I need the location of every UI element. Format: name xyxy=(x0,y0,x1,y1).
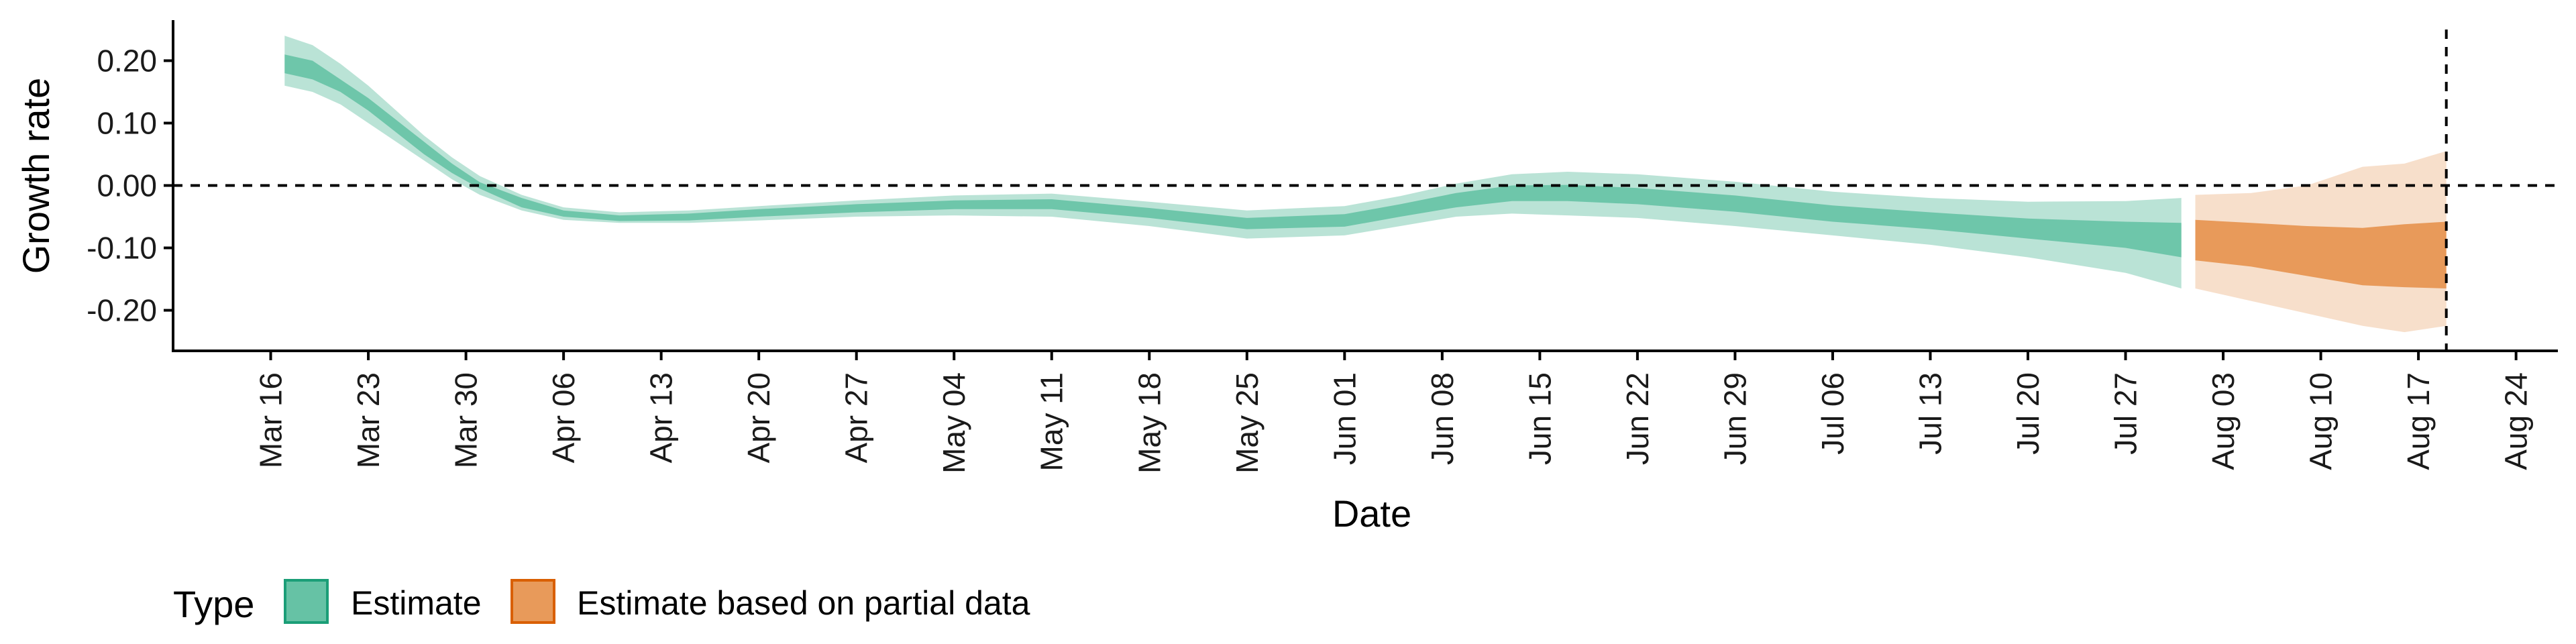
x-tick-label: Aug 10 xyxy=(2304,372,2339,470)
x-tick-label: Apr 06 xyxy=(546,372,581,464)
x-tick-label: Jun 22 xyxy=(1620,372,1655,465)
x-tick-label: Jun 15 xyxy=(1522,372,1557,465)
x-tick-label: May 11 xyxy=(1034,372,1069,471)
y-tick-label: 0.00 xyxy=(97,168,157,203)
x-axis-title: Date xyxy=(1332,492,1411,535)
legend-label-estimate: Estimate xyxy=(351,584,482,622)
legend-swatch-estimate xyxy=(284,579,329,624)
legend-title: Type xyxy=(173,583,254,625)
y-tick-label: 0.20 xyxy=(97,43,157,78)
ribbon-layer xyxy=(284,36,2447,333)
x-tick-label: Mar 30 xyxy=(449,372,484,468)
x-tick-label: Apr 20 xyxy=(741,372,776,464)
x-tick-label: Jul 06 xyxy=(1815,372,1850,455)
x-tick-label: Jul 27 xyxy=(2108,372,2143,455)
band-inner-estimate xyxy=(284,54,2182,258)
legend: Type Estimate Estimate based on partial … xyxy=(173,579,1030,625)
x-tick-label: Aug 03 xyxy=(2206,372,2241,470)
y-axis-ticks: 0.20 0.10 0.00 -0.10 -0.20 xyxy=(87,43,173,328)
x-axis-ticks: Mar 16 Mar 23 Mar 30 Apr 06 Apr 13 Apr 20 Apr … xyxy=(254,351,2534,474)
y-tick-label: 0.10 xyxy=(97,105,157,140)
x-tick-label: May 25 xyxy=(1230,372,1265,474)
band-outer-estimate xyxy=(284,36,2182,289)
x-tick-label: Jun 29 xyxy=(1717,372,1752,465)
legend-label-partial: Estimate based on partial data xyxy=(577,584,1030,622)
x-tick-label: Aug 17 xyxy=(2401,372,2436,470)
x-tick-label: Mar 16 xyxy=(254,372,288,468)
x-tick-label: May 04 xyxy=(936,372,971,474)
x-tick-label: Apr 27 xyxy=(839,372,874,464)
x-tick-label: Jul 20 xyxy=(2010,372,2045,455)
y-axis-title: Growth rate xyxy=(15,78,57,274)
x-tick-label: Aug 24 xyxy=(2499,372,2534,470)
y-tick-label: -0.20 xyxy=(87,293,157,328)
x-tick-label: May 18 xyxy=(1132,372,1167,474)
x-tick-label: Jun 08 xyxy=(1425,372,1460,465)
x-tick-label: Jul 13 xyxy=(1913,372,1948,455)
x-tick-label: Jun 01 xyxy=(1327,372,1362,465)
x-tick-label: Mar 23 xyxy=(351,372,386,468)
y-tick-label: -0.10 xyxy=(87,231,157,266)
legend-swatch-partial xyxy=(511,579,555,624)
x-tick-label: Apr 13 xyxy=(644,372,679,464)
band-inner-partial xyxy=(2195,219,2447,288)
